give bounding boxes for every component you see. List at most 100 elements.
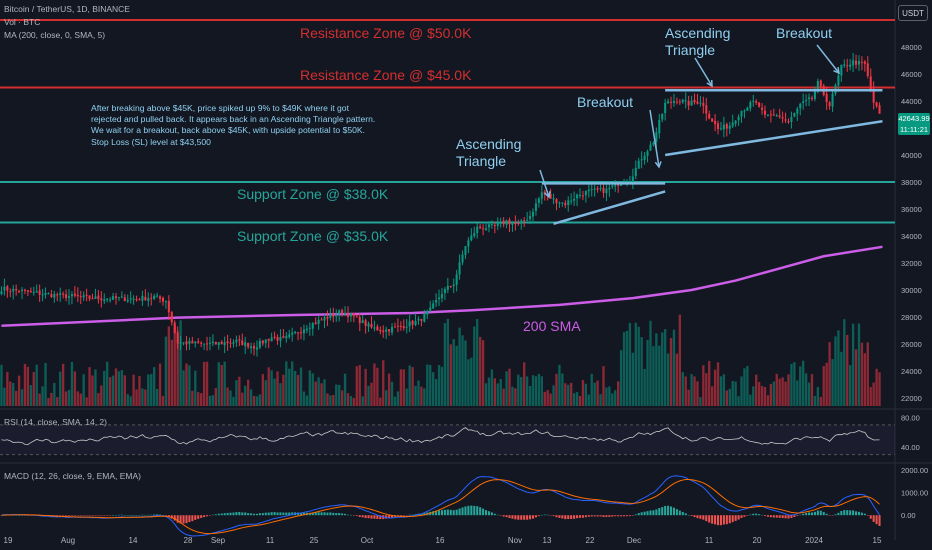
ma-legend[interactable]: MA (200, close, 0, SMA, 5): [4, 30, 106, 40]
macd-histogram-bar: [696, 515, 699, 519]
candle: [499, 221, 502, 225]
macd-histogram-bar: [18, 515, 21, 516]
volume-legend[interactable]: Vol · BTC: [4, 17, 41, 27]
volume-bar: [126, 394, 129, 406]
candle: [314, 322, 317, 324]
volume-bar: [813, 395, 817, 406]
volume-bar: [423, 388, 426, 406]
candle: [746, 107, 749, 111]
macd-histogram-bar: [326, 512, 329, 516]
macd-histogram-bar: [352, 515, 355, 516]
candle: [637, 160, 640, 169]
macd-histogram-bar: [188, 515, 191, 523]
volume-bar: [0, 364, 3, 406]
macd-histogram-bar: [373, 515, 376, 519]
volume-bar: [343, 373, 347, 406]
volume-bar: [461, 335, 464, 406]
volume-bar: [493, 378, 497, 406]
macd-line[interactable]: [1, 475, 880, 537]
volume-bar: [111, 375, 115, 406]
candle: [247, 342, 250, 348]
macd-histogram-bar: [214, 514, 217, 516]
symbol-legend[interactable]: Bitcoin / TetherUS, 1D, BINANCE: [4, 4, 130, 14]
volume-bar: [722, 374, 726, 406]
volume-bar: [537, 373, 541, 406]
candle: [103, 299, 106, 302]
volume-bar: [106, 361, 109, 406]
volume-bar: [822, 366, 825, 406]
macd-histogram-bar: [73, 515, 76, 516]
candle: [332, 313, 335, 317]
triangle2-support-line[interactable]: [664, 120, 883, 157]
candle: [255, 347, 258, 350]
macd-histogram-bar: [467, 505, 470, 516]
macd-histogram-bar: [722, 515, 725, 525]
macd-histogram-bar: [755, 513, 758, 516]
candle: [484, 228, 488, 230]
candle: [790, 117, 793, 123]
volume-bar: [561, 373, 564, 406]
candle: [840, 64, 843, 76]
macd-histogram-bar: [649, 510, 652, 516]
time-tick-label: 28: [184, 536, 193, 545]
volume-bar: [496, 383, 499, 406]
macd-histogram-bar: [261, 513, 264, 516]
breakout-1-label: Breakout: [577, 94, 633, 110]
volume-bar: [655, 333, 658, 406]
triangle1-support-line[interactable]: [553, 190, 666, 226]
sma-200-line[interactable]: [1, 245, 883, 328]
candle: [341, 310, 344, 314]
candle: [699, 102, 702, 104]
macd-histogram-bar: [229, 512, 232, 516]
arrow-breakout2: [816, 44, 840, 74]
candle: [702, 102, 705, 106]
macd-histogram-bar: [763, 515, 767, 517]
volume-bar: [584, 383, 588, 406]
candle: [752, 100, 755, 102]
volume-bar: [73, 371, 77, 406]
volume-bar: [719, 376, 723, 406]
macd-histogram-bar: [617, 515, 620, 517]
macd-histogram-bar: [581, 515, 584, 518]
volume-bar: [734, 381, 737, 406]
macd-histogram-bar: [567, 515, 570, 520]
volume-bar: [194, 370, 197, 406]
macd-signal-line[interactable]: [1, 479, 880, 535]
candle: [311, 323, 314, 329]
candle: [62, 293, 65, 295]
candle: [414, 320, 417, 326]
macd-legend[interactable]: MACD (12, 26, close, 9, EMA, EMA): [4, 471, 141, 481]
candle: [567, 200, 570, 206]
volume-bar: [699, 397, 702, 406]
rsi-line[interactable]: [1, 427, 880, 445]
rsi-legend[interactable]: RSI (14, close, SMA, 14, 2): [4, 417, 107, 427]
price-tick-label: 30000: [901, 286, 922, 295]
candle: [728, 125, 731, 129]
candle: [796, 108, 799, 114]
macd-histogram-bar: [241, 512, 244, 516]
candle: [144, 296, 147, 301]
macd-histogram-bar: [264, 512, 267, 516]
time-tick-label: 19: [4, 536, 13, 545]
candle: [47, 293, 50, 295]
candle: [361, 320, 364, 323]
candle: [185, 341, 188, 345]
candle: [578, 194, 582, 196]
macd-histogram-bar: [65, 515, 68, 516]
candle: [308, 327, 311, 329]
macd-histogram-bar: [555, 515, 558, 518]
volume-bar: [552, 385, 555, 406]
volume-bar: [170, 339, 173, 406]
volume-bar: [429, 364, 432, 406]
macd-histogram-bar: [150, 514, 153, 516]
candle: [299, 332, 303, 334]
candle: [346, 313, 350, 317]
candle: [393, 326, 397, 328]
volume-bar: [41, 386, 44, 406]
macd-histogram-bar: [473, 505, 476, 516]
volume-bar: [772, 381, 775, 406]
macd-histogram-bar: [549, 515, 552, 516]
currency-button[interactable]: USDT: [898, 5, 928, 21]
macd-histogram-bar: [752, 513, 755, 516]
